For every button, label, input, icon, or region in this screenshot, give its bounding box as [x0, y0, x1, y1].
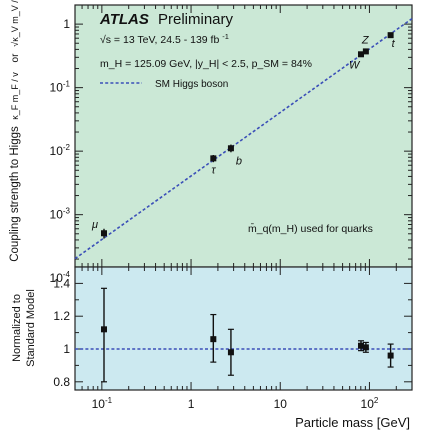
preliminary-label: Preliminary: [158, 11, 234, 28]
bottom-x-tick-label: 102: [361, 396, 379, 411]
particle-label: b: [236, 155, 242, 167]
bottom-x-tick-label: 10: [274, 397, 288, 411]
legend-entry: SM Higgs boson: [155, 79, 228, 90]
particle-label: μ: [91, 219, 98, 231]
top-data-point: [100, 230, 107, 237]
top-data-point: [362, 48, 369, 55]
top-data-point: [357, 51, 364, 58]
bottom-data-point: [362, 344, 369, 351]
top-data-point: [387, 32, 394, 39]
top-data-point: [210, 155, 217, 162]
top-data-point: [227, 145, 234, 152]
energy-line: √s = 13 TeV, 24.5 - 139 fb -1: [100, 32, 229, 46]
top-ylabel-or: or: [10, 53, 21, 63]
bottom-y-tick-label: 0.8: [53, 375, 70, 389]
top-y-tick-label: 10-3: [50, 207, 71, 222]
x-axis-label: Particle mass [GeV]: [295, 415, 410, 430]
top-ylabel-kappa-f: κ_F m_F / v: [10, 72, 20, 120]
bottom-data-point: [100, 326, 107, 333]
quark-mass-annotation: m̄_q(m_H) used for quarks: [248, 222, 373, 235]
particle-label: W: [349, 59, 361, 71]
bottom-panel: 10-1 1 10 102 0.8 1 1.2 1.4 Normalized to Stand…: [11, 266, 413, 430]
bottom-y-tick-label: 1.2: [53, 309, 70, 323]
bottom-y-tick-label: 1.4: [53, 276, 70, 290]
params-line: m_H = 125.09 GeV, |y_H| < 2.5, p_SM = 84…: [100, 58, 312, 70]
top-y-tick-label: 10-1: [50, 80, 71, 95]
sm-higgs-dashed-line: [74, 17, 413, 260]
bottom-x-tick-label: 1: [188, 397, 195, 411]
top-y-tick-label: 10-4: [50, 270, 71, 285]
bottom-ylabel-line1: Normalized to: [11, 294, 23, 362]
top-ylabel: Coupling strength to Higgs: [9, 126, 21, 262]
bottom-data-point: [387, 352, 394, 359]
bottom-ylabel-line2: Standard Model: [25, 289, 37, 367]
top-axis-ticks: 10-4 10-3 10-2 10-1 1: [50, 4, 413, 285]
top-data-points: μ τ b W Z t: [91, 32, 396, 239]
bottom-data-points: [100, 287, 394, 383]
particle-label: τ: [211, 164, 216, 176]
top-panel-background: [74, 4, 413, 268]
sm-higgs-line: [74, 17, 413, 260]
atlas-label: ATLAS: [99, 11, 149, 28]
bottom-x-tick-label: 10-1: [92, 396, 113, 411]
bottom-data-point: [357, 342, 364, 349]
energy-sup: -1: [222, 32, 229, 41]
bottom-data-point: [210, 336, 217, 343]
bottom-y-tick-label: 1: [63, 342, 70, 356]
particle-label: Z: [361, 34, 370, 46]
bottom-panel-background: [74, 266, 413, 391]
energy-text: √s = 13 TeV, 24.5 - 139 fb: [100, 34, 219, 46]
top-panel: 10-4 10-3 10-2 10-1 1 μ τ b W Z t ATLAS Prelimina…: [9, 0, 413, 285]
top-y-tick-label: 1: [63, 17, 70, 31]
bottom-ylabel-group: Normalized to Standard Model: [11, 289, 37, 367]
top-y-tick-label: 10-2: [50, 143, 71, 158]
bottom-data-point: [227, 349, 234, 356]
particle-label: t: [392, 38, 396, 50]
top-ylabel-kappa-v: √κ_V m_V / v: [10, 0, 20, 47]
top-ylabel-group: Coupling strength to Higgs κ_F m_F / v o…: [9, 0, 21, 262]
bottom-axis-ticks: 10-1 1 10 102 0.8 1 1.2 1.4: [53, 267, 413, 411]
